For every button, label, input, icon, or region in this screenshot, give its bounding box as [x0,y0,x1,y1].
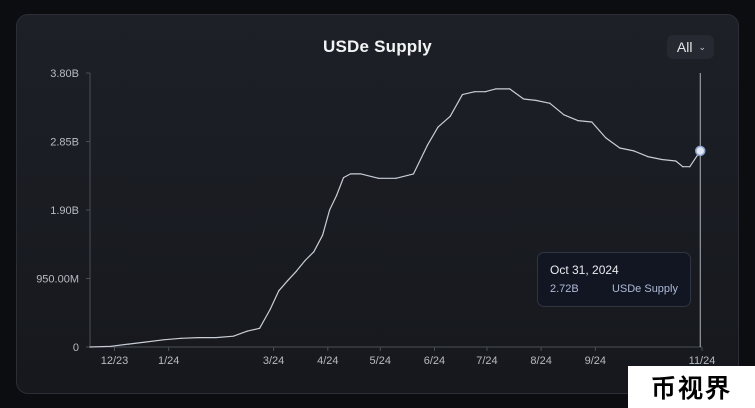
data-point [197,337,200,339]
data-point [360,173,362,175]
data-point [295,270,297,272]
data-point [342,176,345,179]
x-tick-label: 1/24 [158,355,179,367]
data-point [321,234,324,236]
data-point [509,88,511,90]
y-tick-label: 950.00M [36,274,79,286]
x-tick-label: 11/24 [689,355,716,367]
data-point [246,330,248,332]
data-point [110,345,112,347]
chart-title: USDe Supply [323,37,432,56]
data-point [215,337,217,339]
data-point [426,144,429,146]
y-axis: 0 950.00M 1.90B 2.85B 3.80B [36,68,91,354]
watermark-logo: 币视界 [628,366,755,408]
data-point [633,150,635,152]
data-point [563,114,565,116]
data-point [377,177,380,179]
data-point [449,115,451,117]
data-point [304,259,306,262]
data-point [259,327,261,329]
data-point [328,209,331,211]
x-tick-label: 12/23 [101,355,129,367]
data-point [647,156,649,158]
data-point [278,290,280,292]
time-range-value: All [676,39,693,55]
data-point [474,91,476,93]
data-point [349,173,352,175]
series-line-usde-supply [89,88,701,348]
data-point [335,194,338,197]
data-point [313,251,315,253]
data-point [495,88,497,90]
data-point [180,337,182,339]
data-point [232,335,234,337]
y-tick-label: 0 [73,342,79,354]
data-point [682,166,684,168]
y-tick-label: 1.90B [50,205,79,217]
x-tick-label: 9/24 [585,355,606,367]
data-point [577,119,579,122]
chevron-down-icon: ⌄ [698,41,706,52]
data-point [675,160,677,162]
tooltip-value: 2.72B [550,283,579,295]
data-point [127,343,130,345]
x-tick-label: 4/24 [317,355,338,367]
x-tick-label: 3/24 [263,355,284,367]
chart-card: USDe Supply All ⌄ [16,14,739,394]
x-tick-label: 5/24 [370,355,391,367]
time-range-dropdown[interactable]: All ⌄ [666,35,714,59]
data-point [523,98,525,100]
y-tick-label: 2.85B [50,137,79,149]
plot-area [89,73,706,348]
x-axis: 12/23 1/24 3/24 4/24 5/24 6/24 7/24 8/24 9/24 11/… [90,346,716,367]
data-point [619,147,621,149]
x-tick-label: 8/24 [530,355,551,367]
hover-tooltip: Oct 31, 2024 2.72B USDe Supply [537,252,691,307]
tooltip-date: Oct 31, 2024 [550,263,619,277]
data-point [484,91,486,93]
data-point [461,94,464,96]
data-point [437,126,439,128]
x-tick-label: 7/24 [476,355,497,367]
data-point [162,339,165,341]
data-point [605,137,607,139]
hover-marker [695,145,706,157]
data-point [661,158,663,161]
data-point [535,99,537,101]
data-point [395,177,397,179]
data-point [689,166,691,168]
x-tick-label: 6/24 [424,355,445,367]
data-point [145,341,147,343]
data-point [549,102,551,104]
tooltip-series-name: USDe Supply [611,283,678,295]
data-point [89,346,91,348]
data-point [286,280,289,282]
data-point [269,308,271,311]
data-point [412,173,415,175]
y-tick-label: 3.80B [50,68,79,80]
data-point [591,121,593,123]
